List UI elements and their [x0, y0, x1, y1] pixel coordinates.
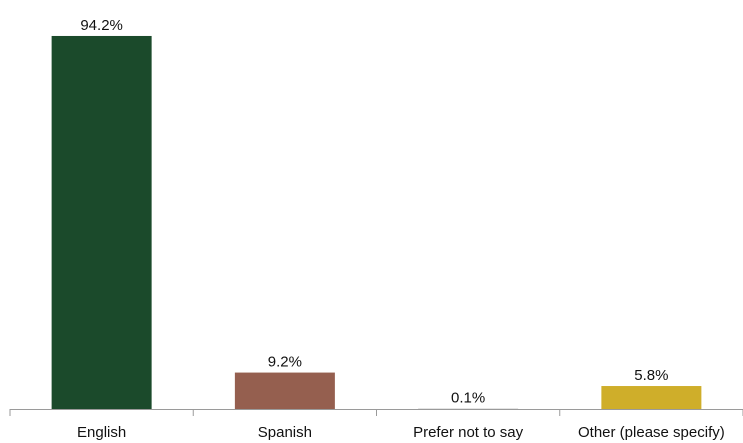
bar-english [51, 35, 152, 410]
bars-group [51, 35, 702, 410]
tick-label-english: English [77, 424, 126, 441]
value-label-spanish: 9.2% [268, 354, 302, 371]
bar-prefer-not-to-say [418, 408, 519, 409]
bar-other-please-specify [601, 386, 702, 409]
x-axis-ticks [9, 409, 743, 416]
tick-label-spanish: Spanish [258, 424, 312, 441]
value-label-english: 94.2% [80, 17, 123, 34]
tick-label-prefer-not-to-say: Prefer not to say [413, 424, 524, 441]
value-label-prefer-not-to-say: 0.1% [451, 390, 485, 407]
x-axis-tick-labels: English Spanish Prefer not to say Other (pl… [77, 424, 725, 441]
value-label-other-please-specify: 5.8% [634, 367, 668, 384]
value-labels-group: 94.2% 9.2% 0.1% 5.8% [80, 17, 668, 407]
tick-label-other-please-specify: Other (please specify) [578, 424, 725, 441]
bar-spanish [234, 372, 335, 409]
